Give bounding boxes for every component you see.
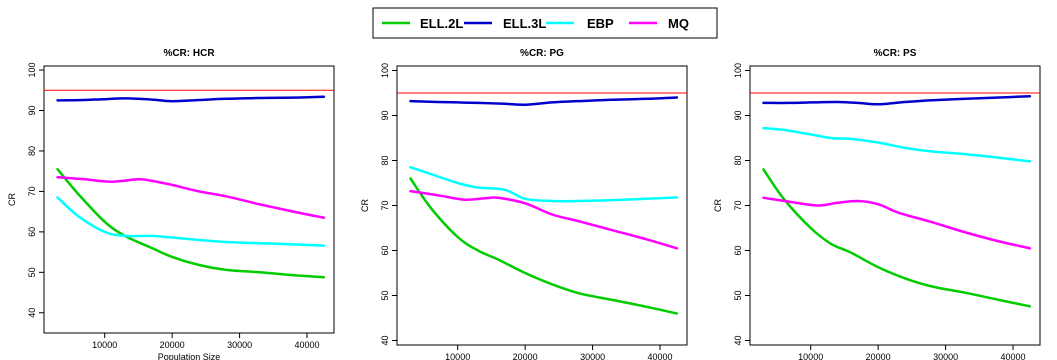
y-axis-label: CR	[360, 199, 370, 212]
legend-label: ELL.2L	[420, 16, 463, 31]
x-axis-label: Population Size	[158, 352, 221, 360]
legend-label: ELL.3L	[503, 16, 546, 31]
chart-title: %CR: PS	[874, 48, 917, 59]
y-tick-label: 60	[27, 227, 37, 237]
y-tick-label: 100	[27, 63, 37, 78]
y-tick-label: 70	[380, 200, 390, 210]
y-tick-label: 40	[380, 335, 390, 345]
chart-panel: %CR: PG 10000 20000 30000 40000 40 50 60 70 80 90 1…	[360, 48, 688, 360]
chart-panel: %CR: PS 10000 20000 30000 40000 40 50 60 70 80 90 1…	[713, 48, 1041, 360]
y-tick-label: 80	[27, 146, 37, 156]
y-tick-label: 80	[733, 155, 743, 165]
legend: ELL.2L ELL.3L EBP MQ	[372, 7, 718, 39]
series-line-ell-2l	[409, 177, 679, 315]
chart-panels: %CR: HCR 10000 20000 30000 40000 40 50 60 70 80 90…	[7, 48, 1041, 360]
y-tick-label: 60	[380, 245, 390, 255]
y-tick-label: 40	[27, 308, 37, 318]
series-line-ebp	[409, 166, 679, 203]
x-tick-label: 10000	[92, 340, 117, 350]
series-line-ell-2l	[56, 167, 326, 279]
series-line-ell-3l	[762, 94, 1032, 106]
series-line-ebp	[56, 196, 326, 247]
series-line-ebp	[762, 126, 1032, 163]
y-axis-label: CR	[7, 193, 17, 206]
x-tick-label: 10000	[445, 352, 470, 360]
y-tick-label: 90	[380, 110, 390, 120]
y-tick-label: 100	[733, 63, 743, 78]
x-tick-label: 30000	[933, 352, 958, 360]
x-tick-label: 30000	[580, 352, 605, 360]
y-tick-label: 90	[733, 110, 743, 120]
chart-title: %CR: PG	[520, 48, 564, 59]
legend-box	[372, 7, 718, 39]
y-tick-label: 40	[733, 335, 743, 345]
x-tick-label: 10000	[798, 352, 823, 360]
series-line-mq	[762, 196, 1032, 250]
x-tick-label: 40000	[648, 352, 673, 360]
x-tick-label: 40000	[295, 340, 320, 350]
plot-frame	[43, 65, 335, 334]
series-line-ell-3l	[56, 95, 326, 103]
y-tick-label: 70	[733, 200, 743, 210]
y-tick-label: 90	[27, 105, 37, 115]
plot-frame	[749, 65, 1041, 346]
y-axis-label: CR	[713, 199, 723, 212]
series-line-mq	[56, 176, 326, 219]
series-line-ell-3l	[409, 96, 679, 106]
y-tick-label: 70	[27, 186, 37, 196]
chart-panel: %CR: HCR 10000 20000 30000 40000 40 50 60 70 80 90…	[7, 48, 335, 360]
y-tick-label: 80	[380, 155, 390, 165]
x-tick-label: 20000	[160, 340, 185, 350]
chart-title: %CR: HCR	[163, 48, 215, 59]
x-tick-label: 30000	[227, 340, 252, 350]
legend-label: EBP	[587, 16, 614, 31]
plot-frame	[396, 65, 688, 346]
y-tick-label: 50	[733, 290, 743, 300]
y-tick-label: 100	[380, 63, 390, 78]
y-tick-label: 60	[733, 245, 743, 255]
legend-label: MQ	[668, 16, 689, 31]
y-tick-label: 50	[27, 267, 37, 277]
series-line-ell-2l	[762, 168, 1032, 308]
series-line-mq	[409, 189, 679, 250]
x-tick-label: 20000	[866, 352, 891, 360]
x-tick-label: 40000	[1001, 352, 1026, 360]
y-tick-label: 50	[380, 290, 390, 300]
x-tick-label: 20000	[513, 352, 538, 360]
